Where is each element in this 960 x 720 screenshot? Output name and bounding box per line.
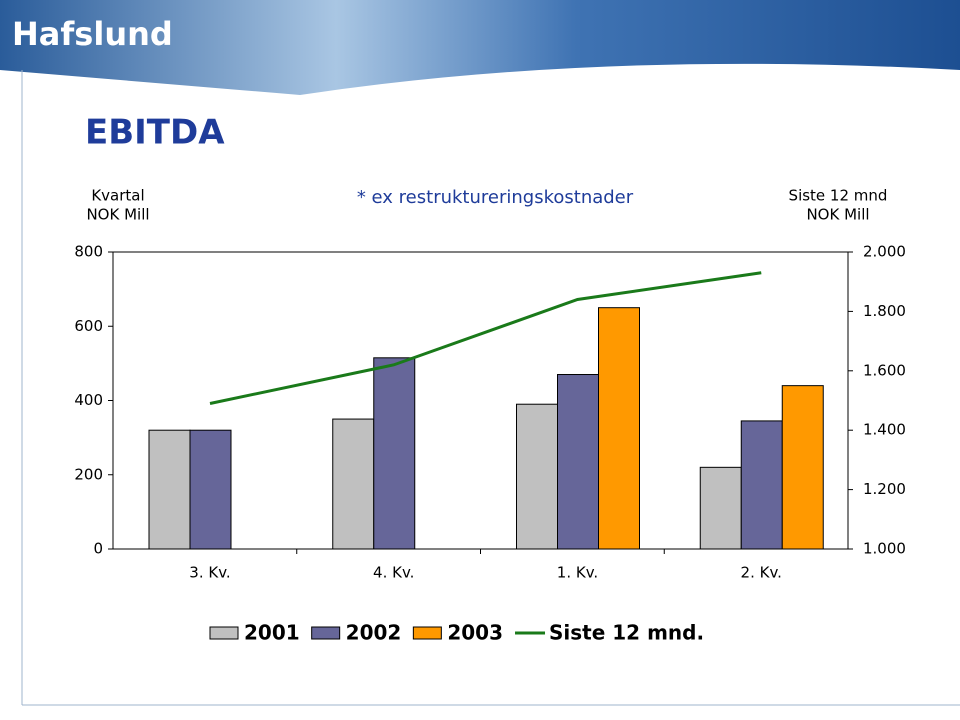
- y-tick-label: 200: [74, 465, 103, 483]
- bar: [189, 429, 232, 550]
- bar: [332, 418, 375, 550]
- header-banner: [0, 0, 960, 95]
- bar: [557, 374, 599, 550]
- y2-tick-label: 2.000: [863, 243, 906, 261]
- y-tick-label: 0: [93, 540, 103, 558]
- y2-label: NOK Mill: [806, 206, 869, 224]
- y-tick-label: 400: [74, 391, 103, 409]
- y2-tick-label: 1.000: [863, 540, 906, 558]
- legend-swatch: [412, 626, 442, 640]
- y-label: Kvartal: [91, 187, 144, 205]
- legend-label: Siste 12 mnd.: [549, 621, 704, 645]
- legend-label: 2003: [447, 621, 503, 645]
- logo: Hafslund: [12, 15, 173, 53]
- bar: [148, 429, 191, 550]
- y2-label: Siste 12 mnd: [789, 187, 888, 205]
- y2-tick-label: 1.200: [863, 480, 906, 498]
- y-tick-label: 600: [74, 317, 103, 335]
- bar: [699, 466, 742, 550]
- x-tick-label: 1. Kv.: [557, 564, 598, 582]
- y2-tick-label: 1.600: [863, 361, 906, 379]
- bar: [516, 403, 558, 550]
- y-label: NOK Mill: [86, 206, 149, 224]
- chart-title: EBITDA: [85, 113, 225, 153]
- chart-subtitle: * ex restruktureringskostnader: [357, 187, 634, 208]
- legend-label: 2001: [244, 621, 300, 645]
- x-tick-label: 2. Kv.: [741, 564, 782, 582]
- legend-label: 2002: [346, 621, 402, 645]
- bar: [373, 357, 416, 550]
- legend-swatch: [209, 626, 239, 640]
- x-tick-label: 4. Kv.: [373, 564, 414, 582]
- line-series: [209, 271, 762, 405]
- bar: [781, 385, 824, 550]
- y2-tick-label: 1.400: [863, 421, 906, 439]
- legend-swatch: [311, 626, 341, 640]
- bar: [740, 420, 783, 550]
- y2-tick-label: 1.800: [863, 302, 906, 320]
- bar: [598, 307, 640, 550]
- y-tick-label: 800: [74, 243, 103, 261]
- x-tick-label: 3. Kv.: [189, 564, 230, 582]
